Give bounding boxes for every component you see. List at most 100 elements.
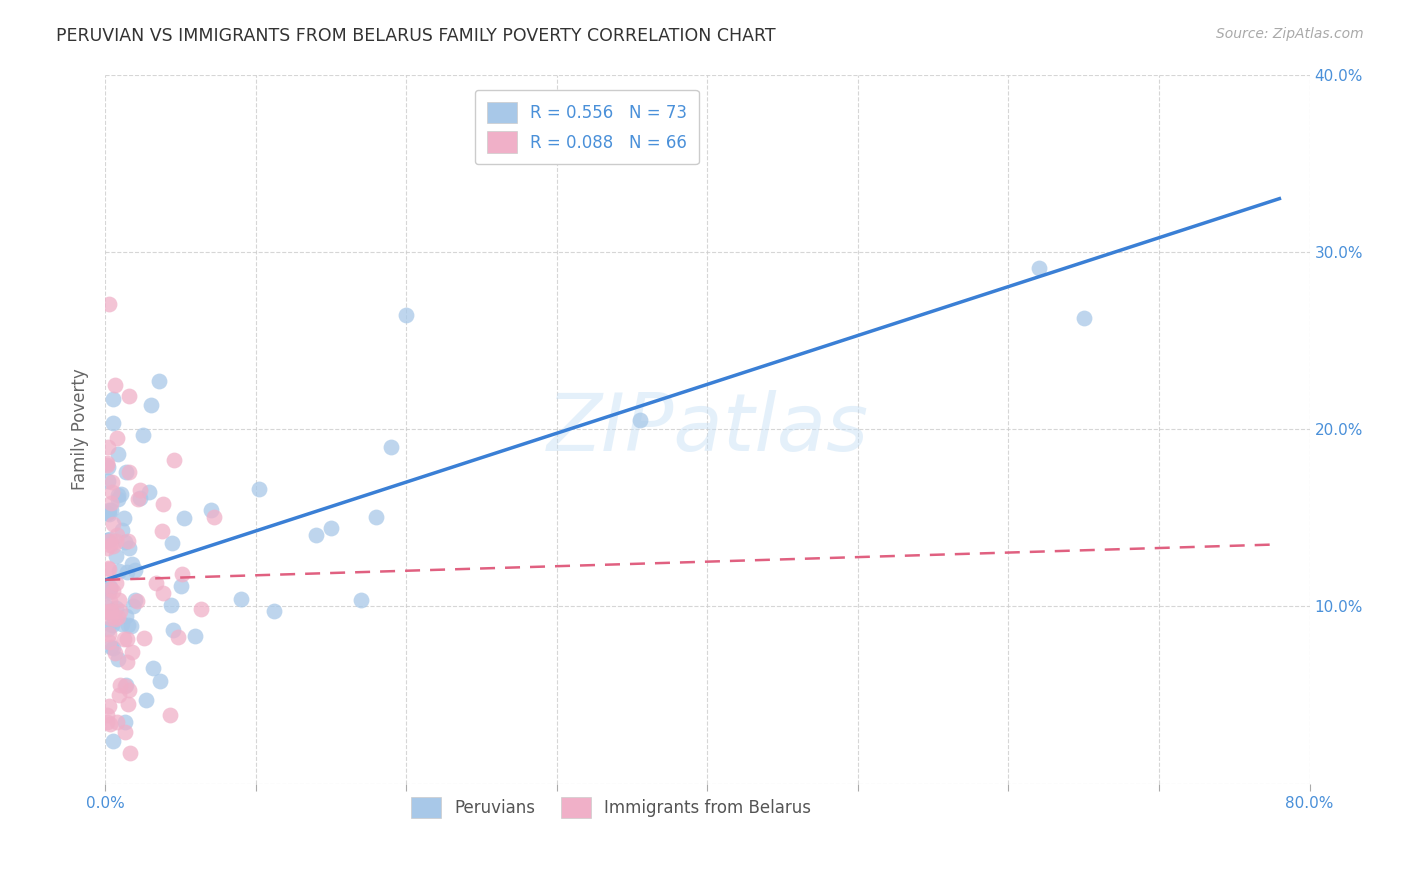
Point [96, 506, 118, 520]
Point [97, 622, 120, 636]
Point [112, 511, 135, 525]
Point [104, 378, 127, 392]
Point [96, 506, 118, 520]
Point [97, 584, 120, 599]
Point [319, 521, 342, 535]
Point [166, 630, 188, 644]
Point [173, 511, 195, 525]
Point [170, 579, 193, 593]
Y-axis label: Family Poverty: Family Poverty [72, 368, 89, 490]
Point [135, 693, 157, 707]
Point [190, 602, 212, 616]
Point [100, 640, 122, 654]
Point [105, 528, 128, 542]
Point [108, 564, 131, 578]
Point [118, 389, 141, 403]
Point [115, 565, 138, 579]
Point [101, 584, 124, 599]
Point [115, 632, 138, 646]
Point [104, 576, 127, 591]
Point [172, 566, 194, 581]
Point [108, 604, 131, 618]
Point [98, 562, 121, 576]
Point [200, 503, 222, 517]
Point [150, 524, 173, 538]
Point [152, 497, 174, 511]
Point [149, 673, 172, 688]
Point [138, 484, 160, 499]
Text: PERUVIAN VS IMMIGRANTS FROM BELARUS FAMILY POVERTY CORRELATION CHART: PERUVIAN VS IMMIGRANTS FROM BELARUS FAMI… [56, 27, 776, 45]
Point [111, 616, 134, 631]
Point [304, 527, 326, 541]
Point [247, 482, 270, 496]
Point [98, 635, 121, 649]
Point [96, 605, 118, 619]
Point [103, 416, 125, 430]
Point [112, 632, 135, 646]
Point [366, 510, 388, 524]
Point [159, 708, 181, 723]
Point [100, 503, 122, 517]
Point [117, 618, 139, 632]
Point [97, 533, 120, 548]
Point [101, 618, 124, 632]
Point [122, 599, 145, 613]
Point [124, 563, 146, 577]
Point [114, 724, 136, 739]
Point [148, 375, 170, 389]
Point [96, 541, 118, 556]
Point [139, 398, 162, 412]
Point [132, 631, 155, 645]
Point [628, 412, 651, 426]
Point [118, 541, 141, 555]
Point [159, 598, 181, 612]
Point [107, 652, 129, 666]
Point [98, 594, 121, 608]
Point [380, 440, 402, 454]
Point [105, 715, 128, 730]
Point [350, 593, 373, 607]
Point [395, 309, 418, 323]
Point [129, 491, 152, 505]
Point [162, 536, 184, 550]
Point [118, 683, 141, 698]
Point [163, 452, 186, 467]
Point [263, 604, 285, 618]
Point [98, 604, 121, 618]
Point [100, 603, 122, 617]
Point [128, 483, 150, 498]
Point [98, 582, 121, 596]
Point [101, 392, 124, 407]
Point [110, 487, 132, 501]
Point [117, 656, 139, 670]
Point [107, 447, 129, 461]
Point [120, 618, 142, 632]
Point [229, 592, 252, 607]
Point [98, 581, 121, 595]
Point [104, 549, 127, 563]
Point [108, 593, 131, 607]
Point [104, 612, 127, 626]
Point [184, 629, 207, 643]
Point [114, 680, 136, 694]
Point [96, 458, 118, 472]
Point [96, 456, 118, 470]
Point [120, 746, 142, 760]
Point [98, 532, 121, 546]
Point [96, 708, 118, 723]
Point [96, 460, 118, 475]
Point [117, 533, 139, 548]
Point [125, 593, 148, 607]
Point [101, 517, 124, 532]
Point [103, 733, 125, 747]
Point [145, 576, 167, 591]
Text: Source: ZipAtlas.com: Source: ZipAtlas.com [1216, 27, 1364, 41]
Point [107, 688, 129, 702]
Point [117, 697, 139, 711]
Legend: Peruvians, Immigrants from Belarus: Peruvians, Immigrants from Belarus [405, 790, 817, 825]
Point [98, 538, 121, 552]
Point [121, 645, 143, 659]
Text: ZIPatlas: ZIPatlas [547, 390, 869, 468]
Point [107, 492, 129, 507]
Point [103, 539, 125, 553]
